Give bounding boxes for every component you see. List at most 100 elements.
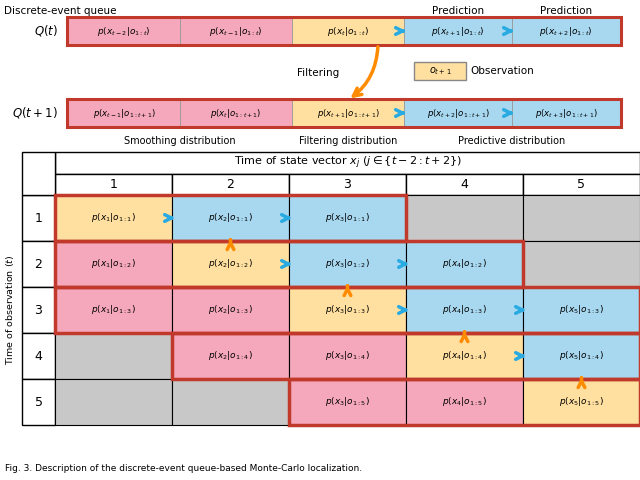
Bar — [68, 100, 180, 126]
Text: $p(x_{t+1}|o_{1:t+1})$: $p(x_{t+1}|o_{1:t+1})$ — [317, 107, 380, 120]
Bar — [22, 287, 55, 333]
Bar — [22, 152, 55, 195]
Bar — [292, 100, 404, 126]
Bar — [55, 195, 172, 241]
Bar — [55, 379, 172, 425]
Text: $p(x_2|o_{1:3})$: $p(x_2|o_{1:3})$ — [208, 303, 253, 316]
Bar — [180, 18, 292, 44]
Bar — [523, 379, 640, 425]
Text: 2: 2 — [35, 257, 42, 271]
Text: Observation: Observation — [470, 66, 534, 76]
Text: $p(x_{t-1}|o_{1:t+1})$: $p(x_{t-1}|o_{1:t+1})$ — [93, 107, 156, 120]
Text: Fig. 3. Description of the discrete-event queue-based Monte-Carlo localization.: Fig. 3. Description of the discrete-even… — [5, 464, 362, 473]
Bar — [172, 174, 289, 195]
Text: $p(x_{t-1}|o_{1:t})$: $p(x_{t-1}|o_{1:t})$ — [209, 24, 263, 37]
Text: $p(x_1|o_{1:3})$: $p(x_1|o_{1:3})$ — [91, 303, 136, 316]
Bar — [55, 174, 172, 195]
Bar — [22, 333, 55, 379]
Text: Discrete-event queue: Discrete-event queue — [4, 6, 116, 16]
Bar — [523, 287, 640, 333]
Bar — [406, 333, 523, 379]
Bar — [289, 379, 406, 425]
Bar — [55, 241, 523, 287]
Text: 3: 3 — [344, 178, 351, 191]
Bar — [172, 333, 640, 379]
Bar — [172, 333, 289, 379]
Text: $p(x_4|o_{1:2})$: $p(x_4|o_{1:2})$ — [442, 257, 487, 271]
Bar — [67, 99, 621, 127]
Bar — [512, 100, 620, 126]
Bar — [289, 379, 640, 425]
Bar — [289, 241, 406, 287]
Bar — [523, 174, 640, 195]
Bar — [289, 195, 406, 241]
Bar — [406, 195, 523, 241]
Bar — [68, 18, 180, 44]
Bar — [406, 241, 523, 287]
Text: $p(x_2|o_{1:4})$: $p(x_2|o_{1:4})$ — [208, 349, 253, 362]
Text: 1: 1 — [109, 178, 117, 191]
Text: $p(x_{t+3}|o_{1:t+1})$: $p(x_{t+3}|o_{1:t+1})$ — [534, 107, 597, 120]
Text: $p(x_3|o_{1:4})$: $p(x_3|o_{1:4})$ — [325, 349, 370, 362]
Bar — [289, 287, 406, 333]
Text: $p(x_3|o_{1:1})$: $p(x_3|o_{1:1})$ — [325, 212, 370, 225]
Bar — [406, 174, 523, 195]
Text: 4: 4 — [461, 178, 468, 191]
Text: 5: 5 — [35, 396, 42, 408]
Text: $p(x_5|o_{1:5})$: $p(x_5|o_{1:5})$ — [559, 396, 604, 408]
Bar — [523, 333, 640, 379]
Bar — [180, 100, 292, 126]
Text: $p(x_5|o_{1:4})$: $p(x_5|o_{1:4})$ — [559, 349, 604, 362]
Bar — [55, 333, 172, 379]
Bar — [22, 241, 55, 287]
Bar — [523, 241, 640, 287]
Text: $Q(t+1)$: $Q(t+1)$ — [12, 106, 58, 120]
Text: $p(x_1|o_{1:1})$: $p(x_1|o_{1:1})$ — [91, 212, 136, 225]
Text: 5: 5 — [577, 178, 586, 191]
Text: Time of observation ($t$): Time of observation ($t$) — [4, 255, 16, 365]
Text: $p(x_{t+1}|o_{1:t})$: $p(x_{t+1}|o_{1:t})$ — [431, 24, 485, 37]
Text: $p(x_4|o_{1:4})$: $p(x_4|o_{1:4})$ — [442, 349, 487, 362]
Bar — [512, 18, 620, 44]
Text: $p(x_5|o_{1:3})$: $p(x_5|o_{1:3})$ — [559, 303, 604, 316]
Text: Filtering distribution: Filtering distribution — [299, 136, 397, 146]
Bar — [292, 18, 404, 44]
Bar — [172, 241, 289, 287]
Text: $p(x_t|o_{1:t})$: $p(x_t|o_{1:t})$ — [327, 24, 369, 37]
Text: $p(x_3|o_{1:3})$: $p(x_3|o_{1:3})$ — [325, 303, 370, 316]
Text: 4: 4 — [35, 349, 42, 362]
Text: Prediction: Prediction — [432, 6, 484, 16]
Bar — [55, 241, 172, 287]
Text: 2: 2 — [227, 178, 234, 191]
Bar — [22, 379, 55, 425]
Text: $p(x_t|o_{1:t+1})$: $p(x_t|o_{1:t+1})$ — [211, 107, 262, 120]
Text: $p(x_{t-2}|o_{1:t})$: $p(x_{t-2}|o_{1:t})$ — [97, 24, 151, 37]
Bar — [523, 195, 640, 241]
Text: Time of state vector $x_j$ ($j \in \{t-2: t+2\}$): Time of state vector $x_j$ ($j \in \{t-2… — [234, 155, 461, 171]
Bar — [406, 287, 523, 333]
Bar — [404, 18, 512, 44]
Text: $p(x_1|o_{1:2})$: $p(x_1|o_{1:2})$ — [91, 257, 136, 271]
Text: 3: 3 — [35, 303, 42, 316]
Text: $p(x_2|o_{1:1})$: $p(x_2|o_{1:1})$ — [208, 212, 253, 225]
Text: $p(x_4|o_{1:3})$: $p(x_4|o_{1:3})$ — [442, 303, 487, 316]
Bar — [414, 62, 466, 80]
Bar — [55, 287, 640, 333]
Bar — [55, 195, 406, 241]
Text: Filtering: Filtering — [297, 68, 339, 78]
Text: $o_{t+1}$: $o_{t+1}$ — [429, 65, 451, 77]
Bar — [55, 152, 640, 174]
Text: $p(x_{t+2}|o_{1:t+1})$: $p(x_{t+2}|o_{1:t+1})$ — [427, 107, 490, 120]
Bar — [406, 379, 523, 425]
Text: Predictive distribution: Predictive distribution — [458, 136, 566, 146]
Text: Prediction: Prediction — [540, 6, 592, 16]
Text: $Q(t)$: $Q(t)$ — [34, 24, 58, 38]
Bar — [289, 174, 406, 195]
Bar — [55, 287, 172, 333]
Text: $p(x_4|o_{1:5})$: $p(x_4|o_{1:5})$ — [442, 396, 487, 408]
Bar — [172, 195, 289, 241]
Bar — [172, 287, 289, 333]
Bar — [404, 100, 512, 126]
Text: Smoothing distribution: Smoothing distribution — [124, 136, 236, 146]
Bar — [289, 333, 406, 379]
